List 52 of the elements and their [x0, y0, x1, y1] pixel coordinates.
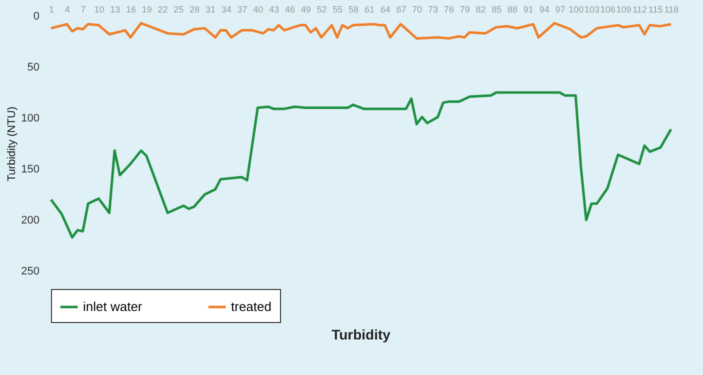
x-tick-label: 67 [396, 4, 406, 14]
x-tick-label: 49 [300, 4, 311, 14]
x-tick-label: 46 [284, 4, 295, 14]
x-tick-label: 52 [316, 4, 327, 14]
x-tick-label: 1 [48, 4, 54, 14]
y-tick-label: 250 [21, 266, 40, 278]
legend-label: treated [231, 299, 272, 314]
x-tick-label: 79 [460, 4, 470, 14]
x-tick-label: 25 [174, 4, 184, 14]
x-tick-label: 118 [664, 4, 679, 14]
x-tick-label: 37 [237, 4, 248, 14]
x-tick-label: 97 [555, 4, 566, 14]
text: Turbidity [332, 326, 391, 342]
x-tick-label: 115 [648, 4, 663, 14]
x-tick-label: 43 [269, 4, 280, 14]
x-tick-label: 73 [428, 4, 438, 14]
x-tick-label: 70 [412, 4, 422, 14]
legend-label: inlet water [83, 299, 143, 314]
x-tick-label: 100 [568, 4, 584, 14]
x-tick-label: 19 [142, 4, 152, 14]
x-tick-label: 34 [221, 4, 232, 14]
x-tick-label: 61 [364, 4, 374, 14]
y-tick-label: 100 [21, 112, 40, 124]
x-tick-label: 82 [476, 4, 486, 14]
y-tick-label: 200 [21, 214, 40, 226]
y-tick-label: 150 [21, 164, 40, 176]
x-tick-label: 55 [332, 4, 343, 14]
x-tick-label: 58 [348, 4, 359, 14]
x-tick-label: 112 [632, 4, 647, 14]
x-tick-label: 28 [190, 4, 200, 14]
x-tick-label: 7 [80, 4, 86, 14]
x-tick-label: 91 [523, 4, 534, 14]
x-tick-label: 13 [110, 4, 120, 14]
y-axis-title: Turbidity (NTU) [6, 106, 18, 182]
line-series [50, 91, 672, 239]
x-tick-label: 40 [253, 4, 264, 14]
x-tick-label: 4 [64, 4, 70, 14]
line-series [50, 22, 672, 40]
x-tick-label: 103 [584, 4, 600, 14]
x-tick-label: 106 [600, 4, 616, 14]
x-tick-label: 22 [158, 4, 168, 14]
x-tick-label: 64 [380, 4, 390, 14]
x-tick-label: 85 [492, 4, 502, 14]
x-tick-label: 76 [444, 4, 454, 14]
y-tick-label: 0 [33, 10, 40, 22]
x-tick-label: 109 [616, 4, 632, 14]
x-tick-label: 31 [205, 4, 216, 14]
x-tick-label: 16 [126, 4, 136, 14]
x-tick-label: 10 [94, 4, 104, 14]
y-tick-label: 50 [27, 62, 40, 74]
x-tick-label: 88 [508, 4, 518, 14]
x-tick-label: 94 [539, 4, 550, 14]
